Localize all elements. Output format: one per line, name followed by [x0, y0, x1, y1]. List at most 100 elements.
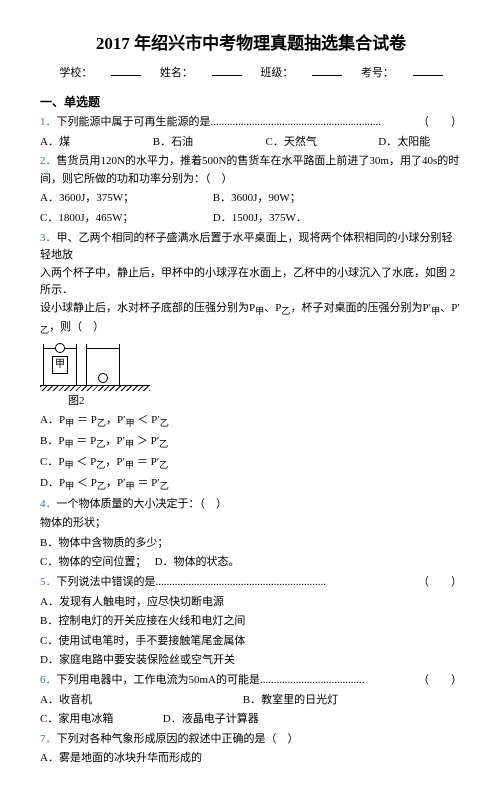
q2-text1: 售货员用120N的水平力，推着500N的售货车在水平路面上前进了30m，用了40…: [57, 155, 460, 167]
examno-label: 考号：: [361, 67, 394, 79]
q3d-2: ＜ P: [74, 477, 97, 489]
q5-text: 下列说法中错误的是: [57, 576, 156, 588]
q3a-s4: 乙: [160, 418, 169, 428]
q3c-s1: 甲: [64, 460, 73, 470]
q3b-4: ＞ P′: [134, 435, 159, 447]
q3b-3: ，P′: [105, 435, 125, 447]
name-blank: [212, 75, 242, 76]
q1-optA: A．煤: [40, 134, 150, 152]
section-header-1: 一、单选题: [40, 93, 462, 112]
q3c-3: ，P′: [105, 456, 125, 468]
q3b-2: ＝ P: [74, 435, 97, 447]
q1-num: 1．: [40, 116, 57, 128]
q3-text4: ，则（ ）: [49, 321, 104, 333]
q1-text: 下列能源中属于可再生能源的是: [57, 116, 211, 128]
q3c-4: ＝ P′: [134, 456, 159, 468]
q6-text: 下列用电器中，工作电流为50mA的可能是: [57, 674, 261, 686]
q2-num: 2．: [40, 155, 57, 167]
q1-optD: D．太阳能: [378, 134, 430, 152]
q3-optA: A．P甲 ＝ P乙，P′甲 ＜ P′乙: [40, 412, 462, 431]
cup-yi-water: [87, 348, 119, 349]
q6-optB: B．教室里的日光灯: [243, 692, 338, 710]
q2-options-row2: C．1800J，465W； D．1500J，375W．: [40, 210, 462, 228]
q2-optC: C．1800J，465W；: [40, 210, 210, 228]
q3b-s4: 乙: [159, 439, 168, 449]
q3d-s4: 乙: [160, 481, 169, 491]
q3a-s3: 甲: [126, 418, 135, 428]
q5-optD: D．家庭电路中要安装保险丝或空气开关: [40, 652, 462, 670]
q6-dots: ......................................: [260, 674, 365, 686]
q3-num: 3．: [40, 232, 57, 244]
q3-text3d: 、P′: [440, 302, 460, 314]
q4-optB: B．物体中含物质的多少；: [40, 535, 462, 553]
q3-text3: 设小球静止后，水对杯子底部的压强分别为P: [40, 302, 255, 314]
q6-optA: A．收音机: [40, 692, 240, 710]
class-blank: [312, 75, 342, 76]
q5-dots: ........................................…: [156, 576, 327, 588]
q6-optC: C．家用电冰箱: [40, 711, 160, 729]
q3d-s1: 甲: [65, 481, 74, 491]
q2-options-row1: A．3600J，375W； B．3600J，90W；: [40, 190, 462, 208]
q3-fig-caption: 图2: [68, 393, 462, 411]
q6-options-row1: A．收音机 B．教室里的日光灯: [40, 692, 462, 710]
q3-optB: B．P甲 ＝ P乙，P′甲 ＞ P′乙: [40, 433, 462, 452]
question-2: 2．售货员用120N的水平力，推着500N的售货车在水平路面上前进了30m，用了…: [40, 153, 462, 171]
q3c-1: C．P: [40, 456, 64, 468]
q3d-s3: 甲: [126, 481, 135, 491]
q1-paren: （ ）: [418, 114, 462, 132]
q3d-4: ＝ P′: [135, 477, 160, 489]
q5-optB: B．控制电灯的开关应接在火线和电灯之间: [40, 613, 462, 631]
q3b-s3: 甲: [125, 439, 134, 449]
q4-num: 4．: [40, 498, 57, 510]
page-title: 2017 年绍兴市中考物理真题抽选集合试卷: [40, 30, 462, 57]
q3a-2: ＝ P: [74, 414, 97, 426]
q3a-s1: 甲: [65, 418, 74, 428]
cup-jia-ball: [55, 343, 65, 353]
q4-optCD: C．物体的空间位置； D．物体的状态。: [40, 554, 462, 572]
q3-sub2: 乙: [281, 306, 290, 316]
q3-text2: 入两个杯子中，静止后，甲杯中的小球浮在水面上，乙杯中的小球沉入了水底，如图 2 …: [40, 265, 462, 300]
q3c-s3: 甲: [125, 460, 134, 470]
q3-figure: 甲 图2: [40, 344, 462, 411]
q5-num: 5．: [40, 576, 57, 588]
question-5: 5．下列说法中错误的是.............................…: [40, 574, 462, 592]
q2-text2: 间，则它所做的功和功率分别为：（ ）: [40, 171, 462, 189]
q6-paren: （ ）: [418, 672, 462, 690]
q7-num: 7．: [40, 733, 57, 745]
class-label: 班级：: [260, 67, 293, 79]
q3-text3b: 、P: [264, 302, 281, 314]
q3-text3c: ，杯子对桌面的压强分别为P′: [291, 302, 432, 314]
q3-sub1: 甲: [255, 306, 264, 316]
q3d-1: D．P: [40, 477, 65, 489]
q6-optD: D．液晶电子计算器: [163, 711, 259, 729]
q1-dots: ........................................…: [211, 116, 382, 128]
q3-text1: 甲、乙两个相同的杯子盛满水后置于水平桌面上，现将两个体积相同的小球分别轻轻地放: [40, 232, 453, 262]
q1-options: A．煤 B．石油 C．天然气 D．太阳能: [40, 134, 462, 152]
question-6: 6．下列用电器中，工作电流为50mA的可能是..................…: [40, 672, 462, 690]
q3a-1: A．P: [40, 414, 65, 426]
q3c-s4: 乙: [159, 460, 168, 470]
q3-sub4: 乙: [40, 325, 49, 335]
q5-paren: （ ）: [418, 574, 462, 592]
q7-text: 下列对各种气象形成原因的叙述中正确的是（ ）: [57, 733, 299, 745]
name-label: 姓名：: [160, 67, 193, 79]
q4-optC: C．物体的空间位置；: [40, 556, 146, 568]
question-1: 1．下列能源中属于可再生能源的是........................…: [40, 114, 462, 132]
school-blank: [111, 75, 141, 76]
q4-optD: D．物体的状态。: [155, 556, 240, 568]
q6-num: 6．: [40, 674, 57, 686]
q1-optC: C．天然气: [266, 134, 376, 152]
q4-text: 一个物体质量的大小决定于：（ ）: [57, 498, 228, 510]
cup-jia: 甲: [43, 344, 77, 386]
q3c-2: ＜ P: [74, 456, 97, 468]
q5-optC: C．使用试电笔时，手不要接触笔尾金属体: [40, 633, 462, 651]
question-3: 3．甲、乙两个相同的杯子盛满水后置于水平桌面上，现将两个体积相同的小球分别轻轻地…: [40, 230, 462, 265]
meta-row: 学校： 姓名： 班级： 考号：: [40, 65, 462, 83]
cup-jia-label: 甲: [52, 356, 68, 374]
q3-text3-line: 设小球静止后，水对杯子底部的压强分别为P甲、P乙，杯子对桌面的压强分别为P′甲、…: [40, 300, 462, 319]
q1-optB: B．石油: [153, 134, 263, 152]
q6-options-row2: C．家用电冰箱 D．液晶电子计算器: [40, 711, 462, 729]
cup-yi: [86, 344, 120, 386]
examno-blank: [413, 75, 443, 76]
q3b-s1: 甲: [64, 439, 73, 449]
